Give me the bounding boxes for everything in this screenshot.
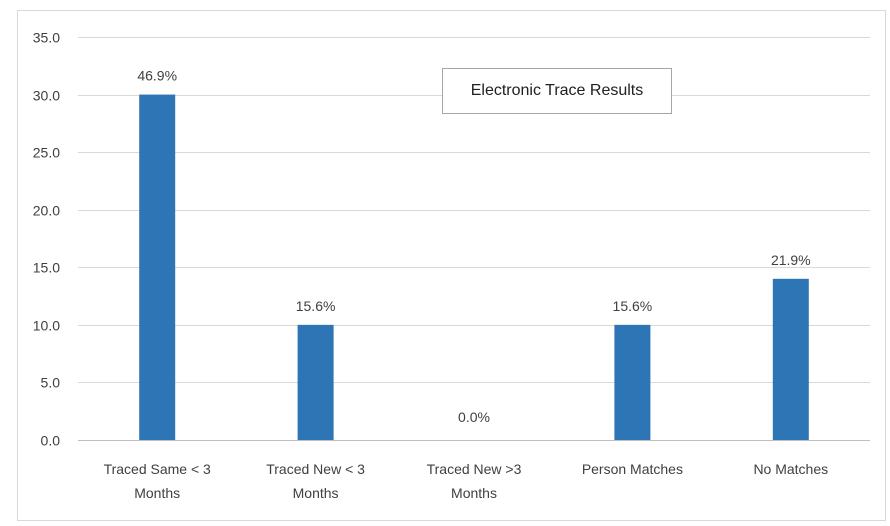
y-tick-label: 20.0: [33, 203, 60, 219]
y-tick-label: 35.0: [33, 30, 60, 46]
chart-title: Electronic Trace Results: [442, 68, 672, 114]
bar: [139, 94, 176, 441]
x-category-label: Traced New < 3: [266, 461, 365, 477]
y-axis-ticks: 0.0 5.0 10.0 15.0 20.0 25.0 30.0 35.0: [33, 30, 60, 449]
data-labels: 46.9% 15.6% 0.0% 15.6% 21.9%: [137, 68, 810, 425]
x-category-label: Months: [134, 485, 180, 501]
data-label: 15.6%: [613, 298, 653, 314]
y-tick-label: 15.0: [33, 260, 60, 276]
y-tick-label: 0.0: [41, 433, 61, 449]
x-category-label: Months: [293, 485, 339, 501]
bar: [772, 278, 809, 440]
x-category-label: Traced New >3: [427, 461, 522, 477]
x-category-label: Person Matches: [582, 461, 683, 477]
bars: [139, 94, 809, 441]
data-label: 0.0%: [458, 409, 490, 425]
y-tick-label: 25.0: [33, 145, 60, 161]
data-label: 15.6%: [296, 298, 336, 314]
x-category-label: No Matches: [753, 461, 828, 477]
gridlines: [78, 37, 870, 441]
x-category-label: Traced Same < 3: [104, 461, 211, 477]
data-label: 21.9%: [771, 252, 811, 268]
bar: [297, 324, 334, 440]
y-tick-label: 5.0: [41, 375, 61, 391]
data-label: 46.9%: [137, 68, 177, 84]
chart-border: [17, 10, 886, 521]
x-category-label: Months: [451, 485, 497, 501]
y-tick-label: 10.0: [33, 318, 60, 334]
x-axis-categories: Traced Same < 3 Months Traced New < 3 Month…: [104, 461, 829, 501]
bar: [614, 324, 651, 440]
y-tick-label: 30.0: [33, 88, 60, 104]
